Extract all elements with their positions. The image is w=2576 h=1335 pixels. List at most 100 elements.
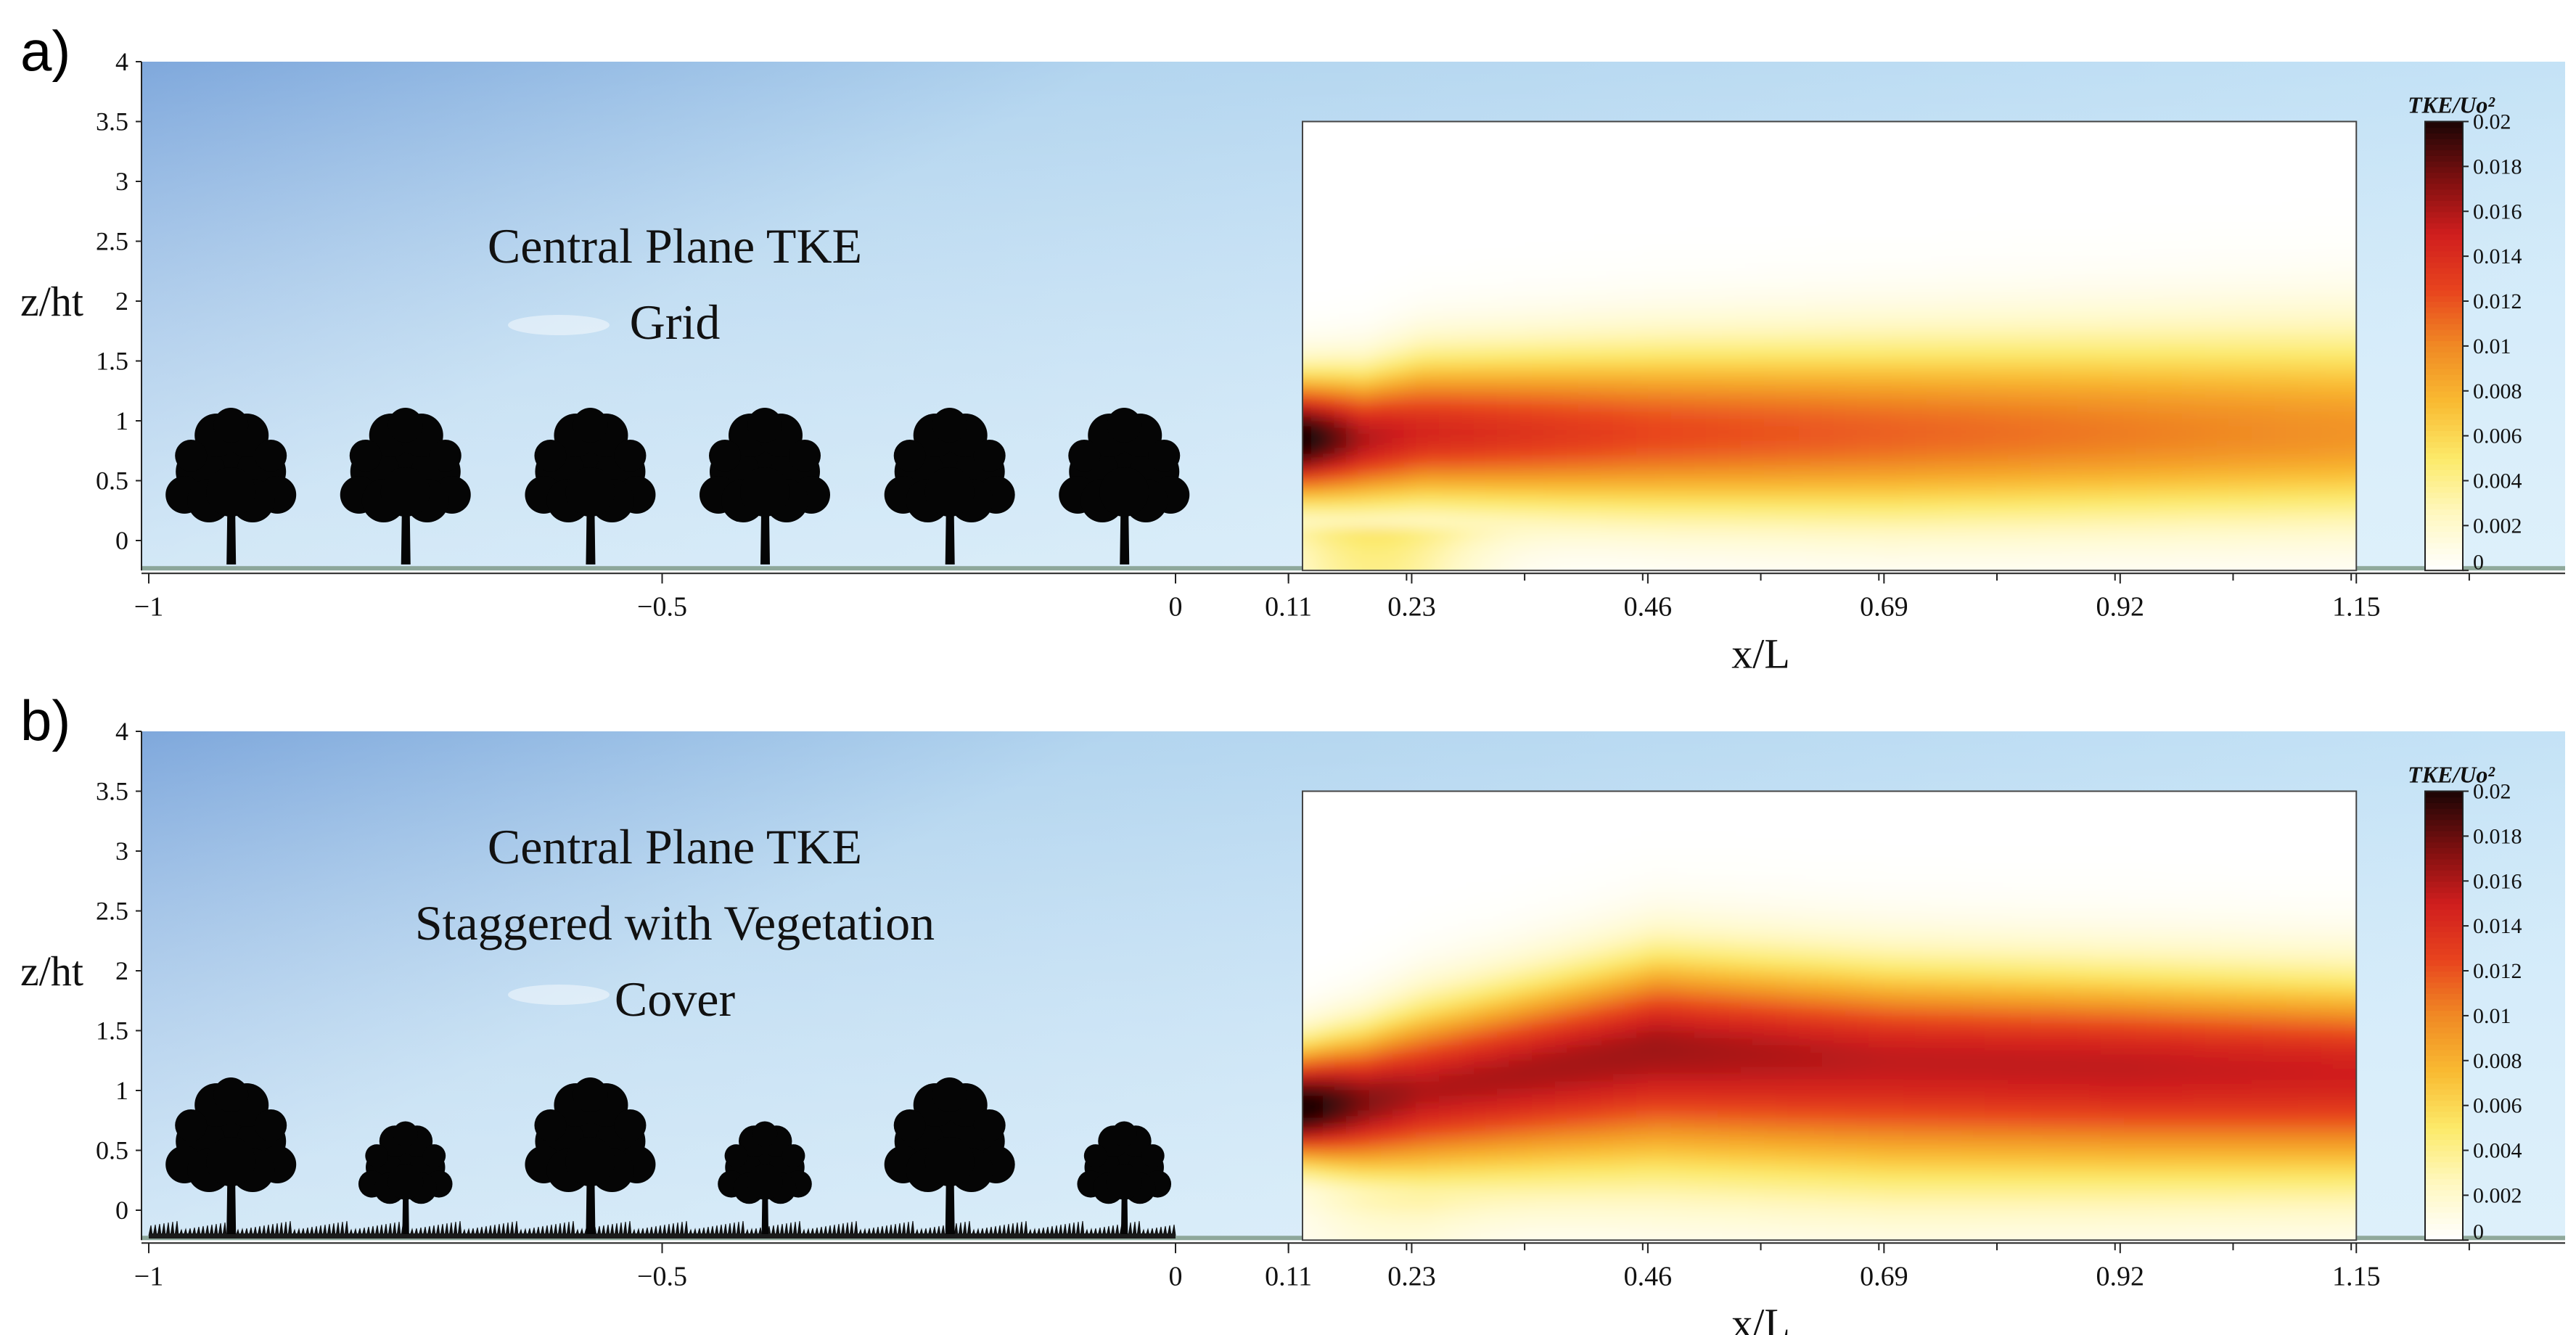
tke-cell	[1706, 513, 1718, 522]
tke-cell	[2136, 172, 2148, 181]
tke-cell	[2101, 303, 2113, 311]
tke-cell	[1845, 281, 1858, 289]
tke-cell	[1706, 201, 1718, 210]
tke-cell	[1845, 549, 1858, 558]
tke-cell	[1903, 535, 1916, 543]
tke-cell	[1334, 361, 1347, 369]
tke-cell	[1567, 121, 1579, 130]
tke-cell	[1346, 295, 1358, 304]
tke-cell	[1578, 419, 1591, 427]
tke-cell	[1509, 498, 1521, 507]
tke-cell	[1346, 404, 1358, 413]
tke-cell	[1799, 274, 1811, 282]
tke-cell	[1451, 303, 1463, 311]
tke-cell	[1799, 143, 1811, 152]
tke-cell	[2043, 274, 2055, 282]
tke-cell	[1555, 165, 1567, 173]
tke-cell	[1625, 440, 1637, 449]
tke-cell	[1845, 179, 1858, 188]
tke-cell	[1834, 404, 1846, 413]
tke-cell	[1729, 440, 1742, 449]
tke-cell	[1648, 346, 1660, 355]
tke-cell	[1810, 572, 1823, 580]
tke-cell	[2112, 310, 2125, 319]
tke-cell	[2101, 223, 2113, 231]
tke-cell	[1985, 498, 1997, 507]
tke-cell	[1764, 353, 1776, 362]
tke-cell	[1613, 506, 1625, 514]
tke-cell	[2031, 549, 2043, 558]
tke-cell	[2124, 368, 2136, 377]
tke-cell	[1741, 353, 1753, 362]
tke-cell	[1764, 390, 1776, 398]
tke-cell	[1555, 440, 1567, 449]
tke-cell	[1660, 136, 1672, 144]
tke-cell	[1857, 549, 1869, 558]
tke-cell	[2147, 419, 2159, 427]
tke-cell	[1451, 172, 1463, 181]
tke-cell	[1706, 150, 1718, 159]
tke-cell	[1311, 455, 1324, 464]
tke-cell	[1671, 339, 1683, 348]
tke-cell	[1799, 346, 1811, 355]
tke-cell	[1497, 448, 1509, 456]
tke-cell	[1625, 157, 1637, 166]
tke-cell	[1683, 303, 1695, 311]
tke-cell	[1555, 353, 1567, 362]
tke-cell	[1706, 572, 1718, 580]
tke-cell	[2101, 542, 2113, 551]
tke-cell	[1845, 121, 1858, 130]
tke-cell	[1485, 368, 1498, 377]
tke-cell	[1439, 477, 1451, 485]
tke-cell	[1346, 215, 1358, 224]
tke-cell	[1880, 274, 1892, 282]
tke-cell	[2124, 535, 2136, 543]
tke-cell	[1752, 281, 1765, 289]
tke-cell	[1485, 281, 1498, 289]
tke-cell	[1892, 346, 1904, 355]
tke-cell	[2031, 556, 2043, 565]
tke-cell	[1404, 513, 1416, 522]
tke-cell	[2077, 346, 2090, 355]
tke-cell	[2089, 266, 2101, 275]
tke-cell	[1427, 542, 1440, 551]
tke-cell	[1392, 230, 1405, 239]
tke-cell	[1636, 426, 1649, 435]
tke-cell	[1323, 419, 1335, 427]
tke-cell	[1392, 484, 1405, 493]
tke-cell	[1880, 339, 1892, 348]
tke-cell	[1543, 419, 1556, 427]
tke-cell	[1764, 469, 1776, 478]
tke-cell	[1451, 353, 1463, 362]
tke-cell	[1392, 433, 1405, 442]
tke-cell	[1303, 498, 1312, 507]
tke-cell	[1334, 150, 1347, 159]
tke-cell	[1369, 549, 1382, 558]
tke-cell	[1857, 186, 1869, 195]
tke-cell	[2101, 513, 2113, 522]
tke-cell	[2019, 121, 2032, 130]
tke-cell	[1973, 572, 1985, 580]
tke-cell	[1915, 411, 1927, 420]
tke-cell	[1903, 310, 1916, 319]
tke-cell	[2136, 498, 2148, 507]
tke-cell	[1520, 419, 1533, 427]
tke-cell	[1567, 513, 1579, 522]
tke-cell	[1787, 288, 1800, 297]
tke-cell	[1323, 274, 1335, 282]
tke-cell	[1822, 259, 1834, 268]
tke-cell	[1520, 259, 1533, 268]
tke-cell	[1392, 288, 1405, 297]
tke-cell	[1485, 382, 1498, 391]
tke-cell	[1683, 572, 1695, 580]
tke-cell	[2136, 419, 2148, 427]
tke-cell	[1822, 237, 1834, 246]
tke-cell	[1660, 382, 1672, 391]
tke-cell	[1776, 121, 1788, 130]
tke-cell	[2089, 506, 2101, 514]
tke-cell	[1927, 288, 1939, 297]
tke-cell	[2112, 535, 2125, 543]
tke-cell	[1451, 121, 1463, 130]
tke-cell	[1857, 201, 1869, 210]
tke-cell	[1485, 303, 1498, 311]
